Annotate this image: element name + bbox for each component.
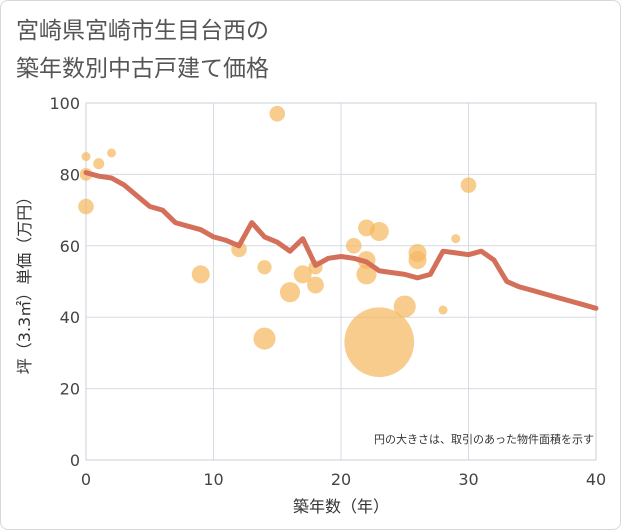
bubble-series (78, 105, 477, 378)
bubble-point (279, 282, 301, 303)
bubble-point (344, 307, 415, 378)
bubble-point (107, 148, 116, 158)
y-tick-label: 100 (49, 94, 80, 113)
bubble-point (408, 251, 427, 270)
y-tick-label: 40 (60, 308, 80, 327)
bubble-point (191, 265, 210, 284)
plot-border (85, 102, 597, 461)
trend-line (83, 170, 599, 311)
bubble-point (253, 327, 276, 350)
y-axis-title: 坪（3.3㎡）単価（万円） (15, 189, 34, 374)
x-tick-label: 20 (331, 470, 351, 489)
x-tick-label: 10 (203, 470, 223, 489)
x-tick-label: 0 (81, 470, 91, 489)
chart-title: 宮崎県宮崎市生目台西の 築年数別中古戸建て価格 (16, 18, 269, 82)
bubble-point (93, 158, 105, 170)
y-tick-label: 80 (60, 165, 80, 184)
x-tick-label: 40 (586, 470, 606, 489)
bubble-point (78, 198, 94, 215)
bubble-point (369, 221, 389, 242)
y-tick-label: 0 (70, 451, 80, 470)
size-legend-note: 円の大きさは、取引のあった物件面積を示す (374, 432, 594, 446)
bubble-point (345, 238, 362, 254)
y-tick-label: 20 (60, 380, 80, 399)
bubble-point (81, 152, 91, 162)
x-tick-label: 30 (458, 470, 478, 489)
bubble-point (451, 234, 461, 244)
bubble-point (438, 305, 448, 315)
bubble-point (293, 265, 312, 284)
bubble-point (460, 177, 477, 193)
tick-labels: 0 10 20 30 40 0 20 40 60 80 100 (49, 94, 606, 489)
y-tick-label: 60 (60, 237, 80, 256)
bubble-point (269, 105, 286, 122)
x-axis-title: 築年数（年） (293, 497, 389, 516)
bubble-point (257, 260, 272, 275)
bubble-point (356, 264, 377, 285)
bubble-point (307, 276, 324, 294)
bubble-point (393, 295, 416, 318)
